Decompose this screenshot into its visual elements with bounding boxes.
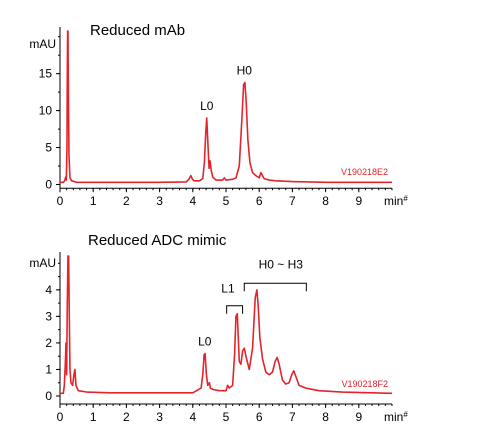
x-axis-unit-text: min bbox=[384, 194, 403, 208]
y-tick-label: 4 bbox=[45, 283, 52, 297]
x-tick-label: 4 bbox=[189, 194, 196, 208]
panel-title: Reduced ADC mimic bbox=[88, 232, 227, 249]
peak-label: L1 bbox=[221, 281, 235, 295]
peak-label: H0 bbox=[237, 64, 253, 78]
x-axis-unit-suffix: # bbox=[403, 194, 408, 203]
panel-reduced-mab: Reduced mAb mAU 0 5 10 15 0 1 2 3 4 5 6 7 8 9 min# V19021… bbox=[29, 22, 408, 208]
y-axis-unit-label: mAU bbox=[29, 256, 56, 270]
peak-label: L0 bbox=[200, 99, 214, 113]
x-tick-label: 6 bbox=[256, 410, 263, 424]
y-tick-label: 10 bbox=[39, 104, 53, 118]
panel-title: Reduced mAb bbox=[90, 22, 185, 39]
trace-id-label: V190218E2 bbox=[341, 167, 388, 177]
trace-id-label: V190218F2 bbox=[341, 379, 388, 389]
x-tick-label: 6 bbox=[256, 194, 263, 208]
x-tick-label: 5 bbox=[223, 410, 230, 424]
x-tick-label: 7 bbox=[289, 194, 296, 208]
x-tick-label: 3 bbox=[156, 194, 163, 208]
x-tick-label: 9 bbox=[355, 410, 362, 424]
x-tick-label: 0 bbox=[57, 410, 64, 424]
x-tick-label: 2 bbox=[123, 410, 130, 424]
x-axis-unit-label: min# bbox=[384, 410, 408, 424]
peak-group-bracket bbox=[243, 282, 307, 292]
x-axis-unit-label: min# bbox=[384, 194, 408, 208]
x-tick-label: 8 bbox=[322, 194, 329, 208]
x-tick-label: 8 bbox=[322, 410, 329, 424]
y-tick-label: 3 bbox=[45, 309, 52, 323]
y-tick-label: 1 bbox=[45, 362, 52, 376]
y-axis-unit-label: mAU bbox=[29, 37, 56, 51]
x-tick-label: 2 bbox=[123, 194, 130, 208]
x-tick-label: 1 bbox=[90, 410, 97, 424]
x-axis-unit-suffix: # bbox=[403, 410, 408, 419]
x-tick-label: 3 bbox=[156, 410, 163, 424]
y-tick-label: 0 bbox=[45, 389, 52, 403]
x-tick-label: 7 bbox=[289, 410, 296, 424]
x-axis-unit-text: min bbox=[384, 410, 403, 424]
chromatogram-trace bbox=[60, 255, 393, 395]
y-tick-label: 2 bbox=[45, 336, 52, 350]
peak-group-bracket bbox=[226, 305, 244, 314]
panel-reduced-adc-mimic: Reduced ADC mimic mAU 0 1 2 3 4 0 1 2 3 4 5 6 7 8 9 min# V… bbox=[29, 232, 408, 424]
x-tick-label: 1 bbox=[90, 194, 97, 208]
y-tick-label: 0 bbox=[45, 178, 52, 192]
peak-label: L0 bbox=[198, 335, 212, 349]
x-tick-label: 0 bbox=[57, 194, 64, 208]
x-tick-label: 5 bbox=[223, 194, 230, 208]
x-tick-label: 9 bbox=[355, 194, 362, 208]
peak-label: H0 ~ H3 bbox=[259, 258, 304, 272]
x-tick-label: 4 bbox=[189, 410, 196, 424]
chromatogram-trace bbox=[60, 30, 392, 184]
y-tick-label: 15 bbox=[39, 67, 53, 81]
y-tick-label: 5 bbox=[45, 141, 52, 155]
